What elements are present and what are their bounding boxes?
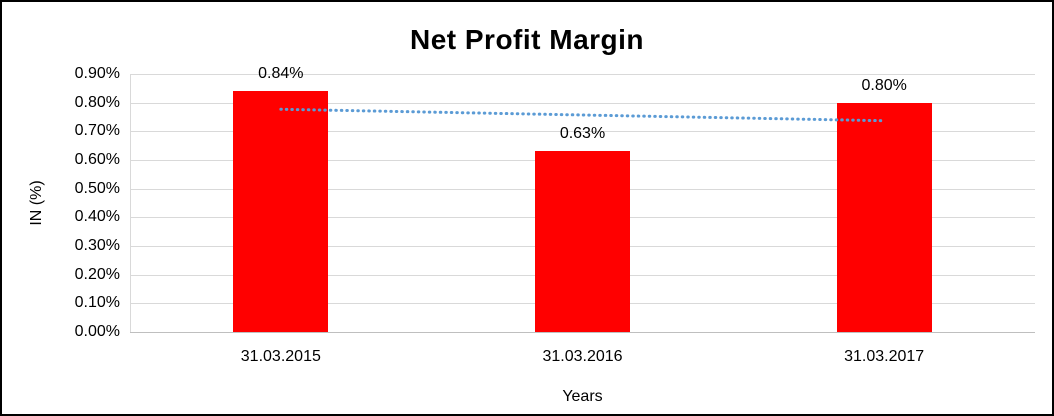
trendline-segment [279,107,886,123]
y-axis-title: IN (%) [28,180,45,226]
y-axis-tick-label: 0.60% [74,151,120,168]
y-axis-line [130,74,131,332]
gridline [130,74,1035,75]
y-axis-tick-label: 0.70% [74,122,120,140]
y-axis-tick-label: 0.20% [74,265,120,283]
y-axis-tick-label: 0.90% [74,65,120,82]
x-axis-title: Years [562,388,603,405]
bar-data-label: 0.63% [559,125,606,143]
y-axis-tick-label: 0.30% [74,237,120,254]
gridline [130,102,1035,104]
y-axis-tick-label: 0.50% [74,179,120,197]
chart-title: Net Profit Margin [409,24,645,55]
y-axis-tick-label: 0.80% [74,93,120,111]
bar-data-label: 0.80% [861,76,907,94]
x-axis-tick-label: 31.03.2016 [542,348,623,365]
x-axis-tick-label: 31.03.2017 [844,348,925,365]
y-axis-tick-label: 0.40% [74,208,120,226]
y-axis-tick-label: 0.10% [74,294,120,312]
x-axis-tick-label: 31.03.2015 [240,348,321,365]
bar [836,102,932,332]
bar [535,151,630,332]
bar-data-label: 0.84% [258,65,304,83]
bar [233,91,329,332]
gridline [130,131,1035,133]
y-axis-tick-label: 0.00% [74,323,120,340]
x-axis-line [130,332,1035,333]
